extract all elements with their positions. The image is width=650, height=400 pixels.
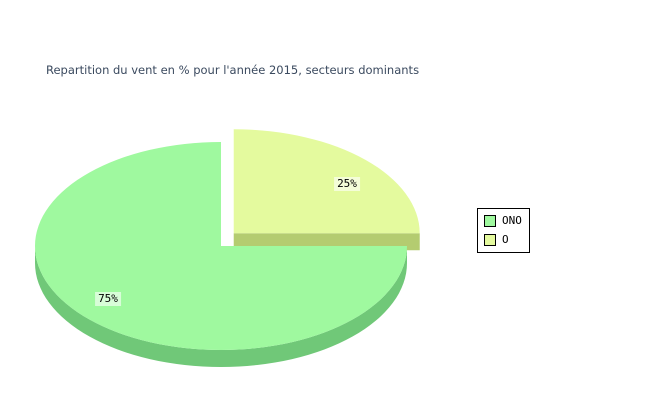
legend-label-o: O xyxy=(502,233,509,246)
slice-value-label-ono: 75% xyxy=(95,292,121,306)
pie-slice-ono-top xyxy=(35,142,407,350)
legend-swatch-ono xyxy=(484,215,496,227)
legend-item-o: O xyxy=(484,232,529,248)
legend: ONO O xyxy=(477,208,530,253)
pie-slice-o-top xyxy=(233,129,420,234)
legend-item-ono: ONO xyxy=(484,213,529,229)
pie-slice-ono-rim xyxy=(35,246,407,367)
chart-title: Repartition du vent en % pour l'année 20… xyxy=(46,63,420,77)
legend-label-ono: ONO xyxy=(502,214,522,227)
legend-swatch-o xyxy=(484,234,496,246)
slice-value-label-o: 25% xyxy=(334,177,360,191)
